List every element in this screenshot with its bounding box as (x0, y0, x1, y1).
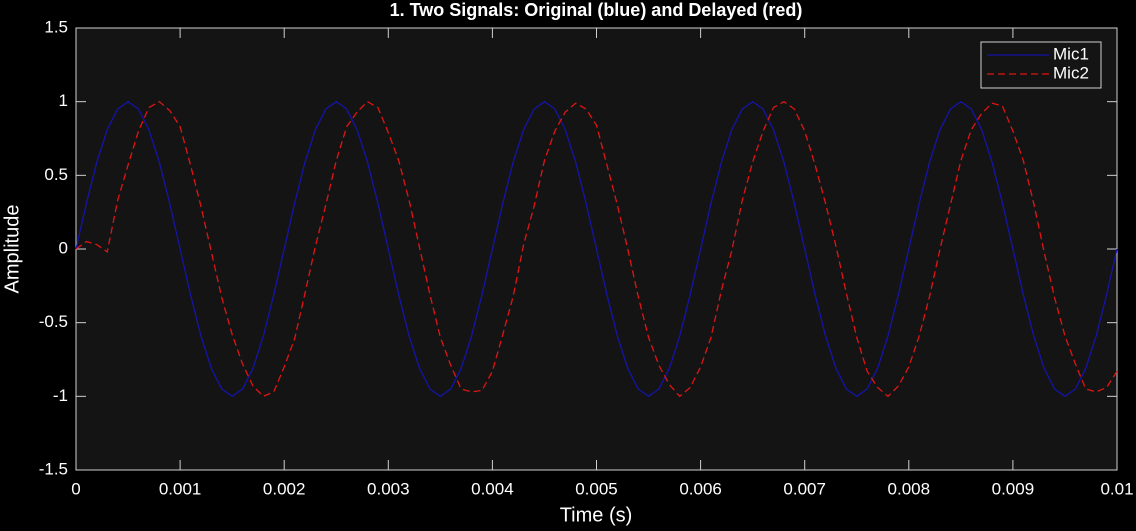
y-tick-label: -1.5 (39, 459, 68, 478)
legend-label: Mic2 (1053, 63, 1089, 82)
x-tick-label: 0 (71, 479, 80, 498)
x-tick-label: 0.004 (471, 479, 514, 498)
x-tick-label: 0.001 (159, 479, 202, 498)
y-tick-label: 1 (59, 91, 68, 110)
x-tick-label: 0.01 (1100, 479, 1133, 498)
x-tick-label: 0.008 (888, 479, 931, 498)
legend-box (980, 41, 1102, 89)
y-tick-label: 1.5 (44, 17, 68, 36)
y-tick-label: 0 (59, 238, 68, 257)
series-line (75, 100, 1118, 398)
y-axis-label: Amplitude (1, 205, 23, 294)
series-line (75, 100, 1118, 398)
legend-label: Mic1 (1053, 44, 1089, 63)
x-tick-label: 0.002 (263, 479, 306, 498)
x-axis-label: Time (s) (560, 504, 633, 526)
y-tick-label: -1 (53, 386, 68, 405)
chart-title: 1. Two Signals: Original (blue) and Dela… (390, 0, 803, 20)
x-tick-label: 0.005 (575, 479, 618, 498)
x-tick-label: 0.009 (992, 479, 1035, 498)
y-tick-label: 0.5 (44, 165, 68, 184)
y-tick-label: -0.5 (39, 312, 68, 331)
x-tick-label: 0.006 (679, 479, 722, 498)
x-tick-label: 0.007 (783, 479, 826, 498)
x-tick-label: 0.003 (367, 479, 410, 498)
